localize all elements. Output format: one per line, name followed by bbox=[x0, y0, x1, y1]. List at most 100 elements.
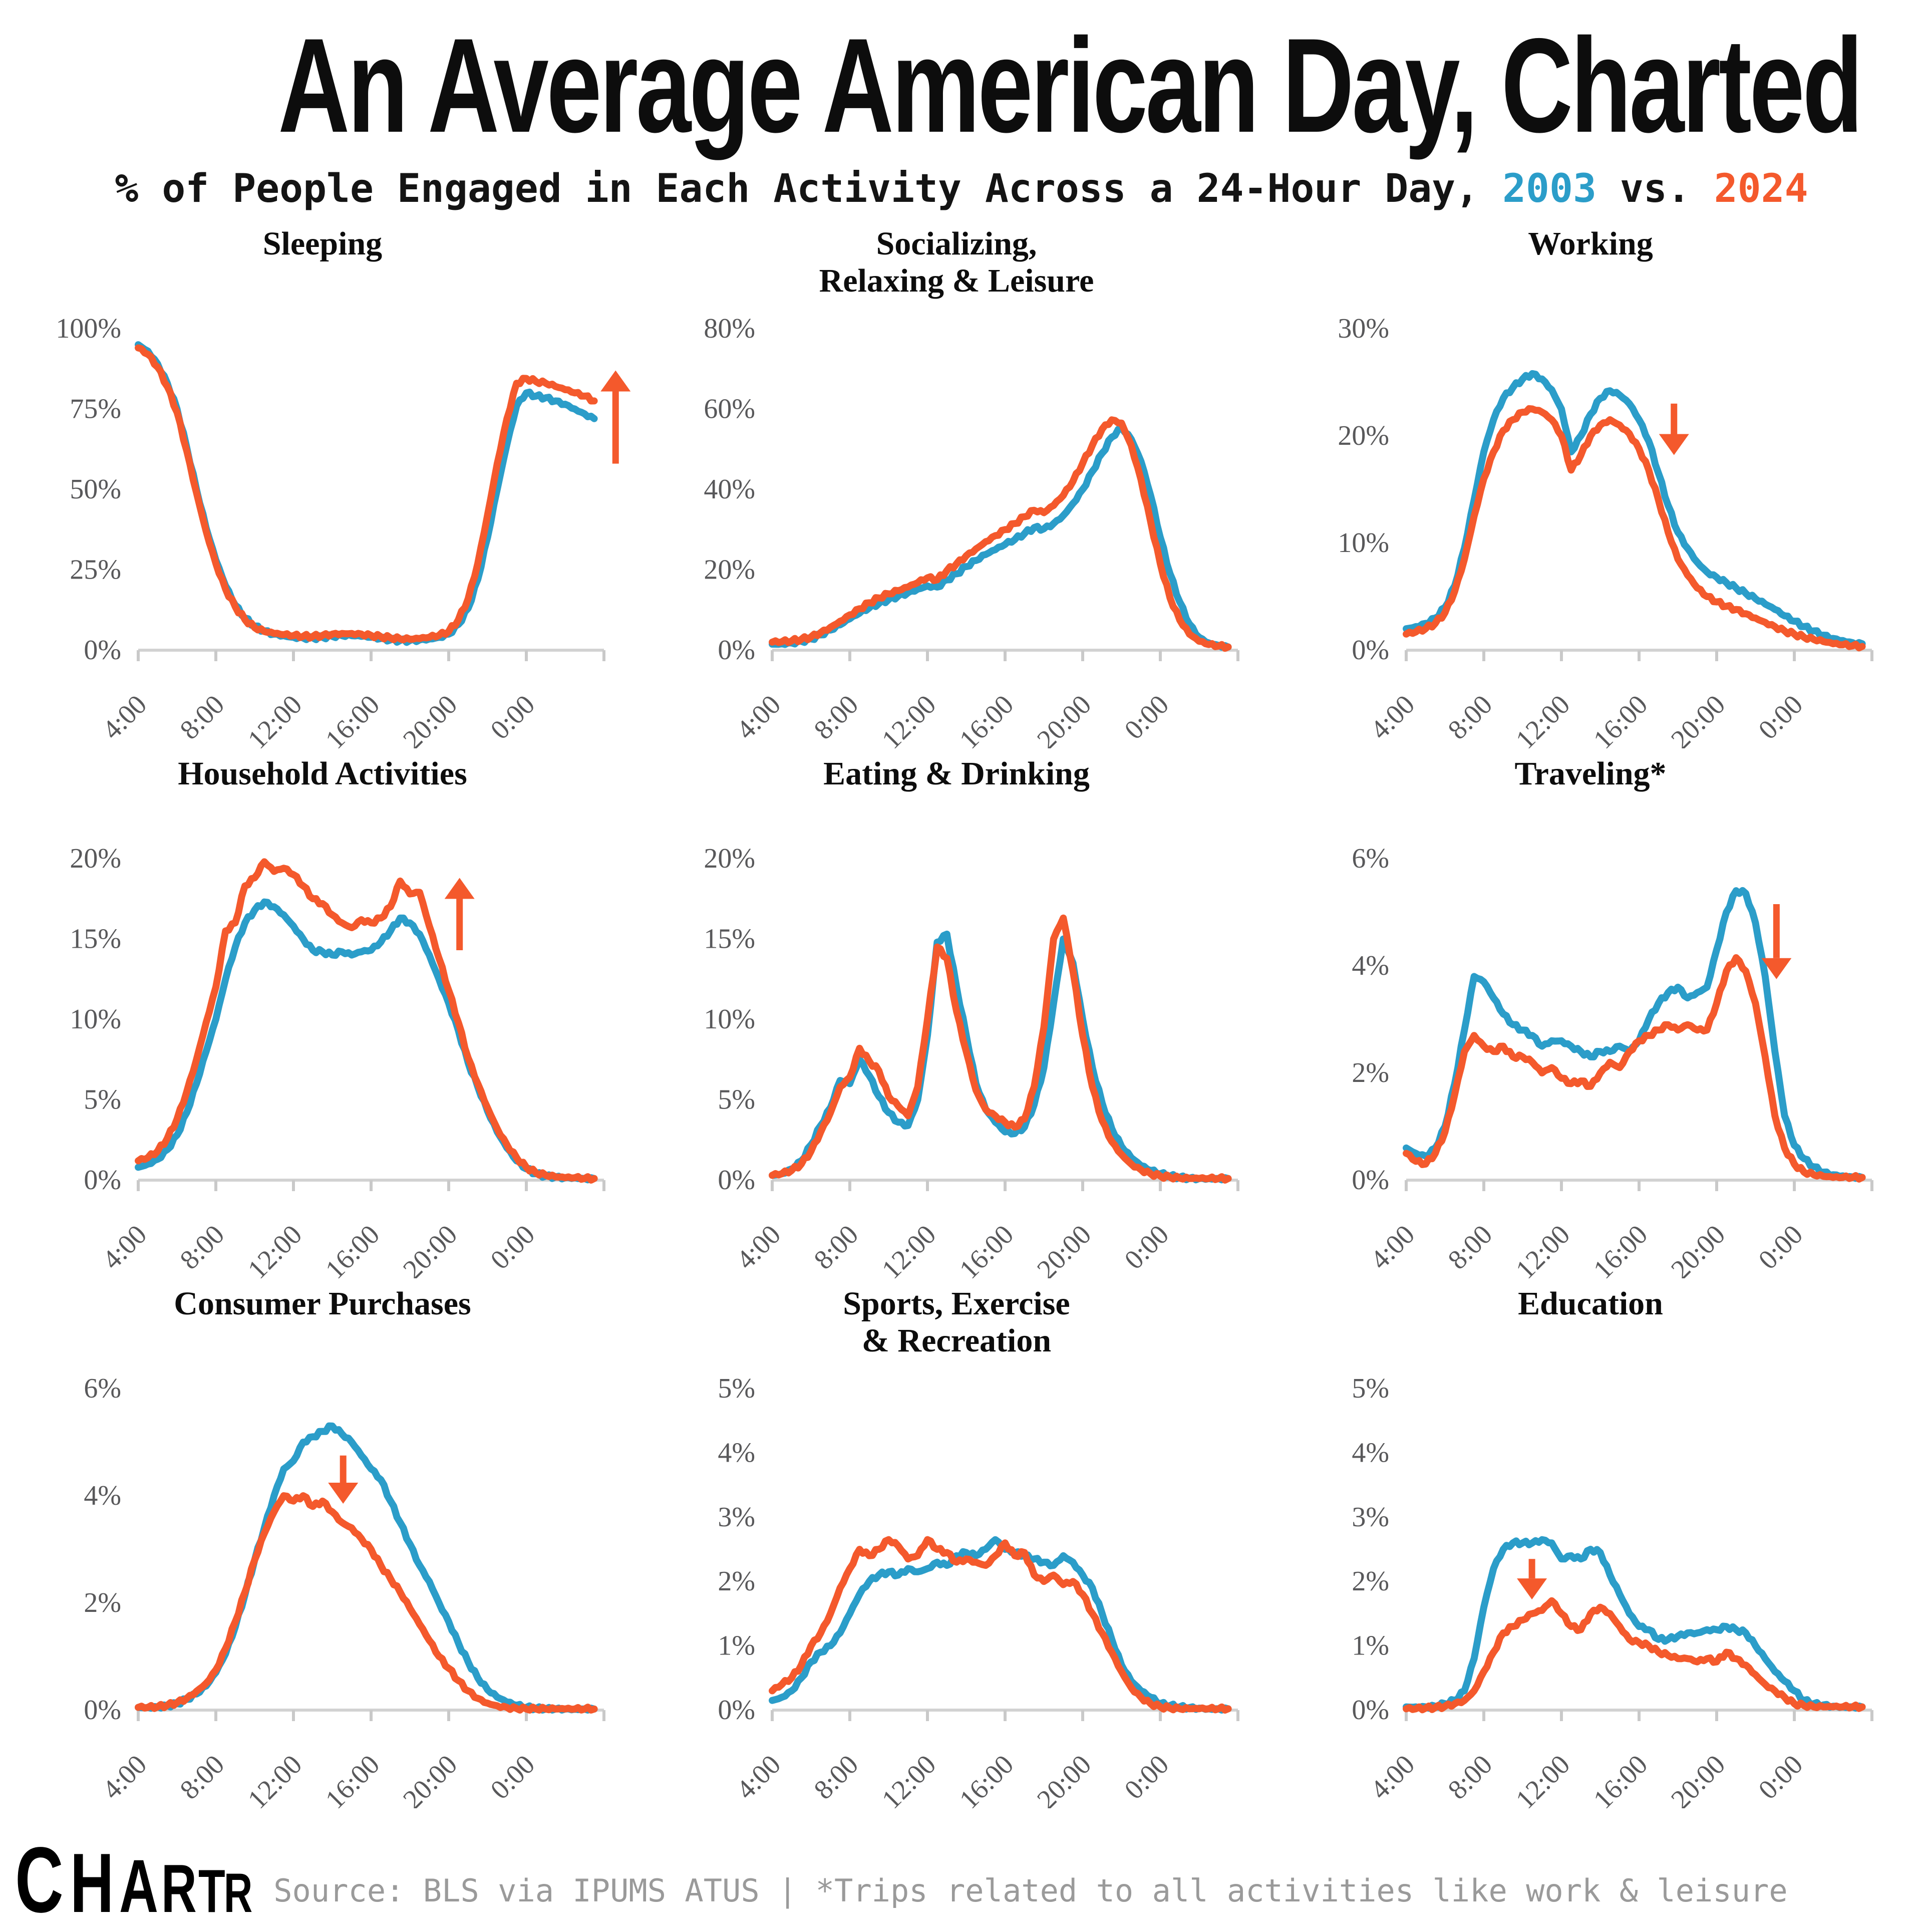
y-tick-label: 4% bbox=[1352, 1437, 1389, 1468]
logo-letter: R bbox=[161, 1850, 197, 1926]
page-title: An Average American Day, Charted bbox=[0, 18, 1923, 152]
x-tick-label: 8:00 bbox=[808, 689, 864, 745]
logo-letter: R bbox=[223, 1862, 252, 1924]
y-tick-label: 15% bbox=[70, 924, 121, 955]
x-tick-label: 8:00 bbox=[174, 689, 230, 745]
x-tick-label: 4:00 bbox=[96, 1219, 152, 1275]
x-tick-label: 8:00 bbox=[808, 1749, 864, 1805]
line-2003 bbox=[1403, 1536, 1866, 1712]
page-title-text: An Average American Day, Charted bbox=[278, 10, 1863, 160]
y-tick-label: 75% bbox=[70, 394, 121, 425]
line-chart-working: 4:00 8:00 12:00 16:00 20:00 0:00 0% 10% 20% 30% bbox=[1338, 313, 1873, 748]
logo-letter: H bbox=[70, 1835, 114, 1930]
source-note: Source: BLS via IPUMS ATUS | *Trips rela… bbox=[273, 1872, 1788, 1909]
x-tick-label: 8:00 bbox=[1442, 1749, 1498, 1805]
y-tick-label: 6% bbox=[84, 1373, 121, 1404]
line-2024 bbox=[769, 416, 1232, 652]
line-2003 bbox=[135, 898, 598, 1184]
arrow-down-icon bbox=[1517, 1578, 1547, 1600]
x-tick-label: 12:00 bbox=[242, 1749, 308, 1808]
line-2003 bbox=[135, 1422, 598, 1714]
x-tick-label: 4:00 bbox=[730, 689, 786, 745]
line-2003 bbox=[1403, 370, 1866, 648]
x-tick-label: 4:00 bbox=[96, 1749, 152, 1805]
page-subtitle: % of People Engaged in Each Activity Acr… bbox=[0, 166, 1923, 211]
x-tick-label: 0:00 bbox=[1752, 689, 1808, 745]
line-2024 bbox=[1403, 1597, 1866, 1714]
x-tick-label: 0:00 bbox=[1118, 1219, 1174, 1275]
y-tick-label: 5% bbox=[1352, 1373, 1389, 1404]
y-tick-label: 2% bbox=[84, 1587, 121, 1618]
line-chart-sports-exercise: 4:00 8:00 12:00 16:00 20:00 0:00 0% 1% 2% 3% 4% 5% bbox=[718, 1373, 1239, 1808]
x-tick-label: 12:00 bbox=[1510, 1219, 1576, 1278]
x-tick-label: 0:00 bbox=[484, 1219, 540, 1275]
x-tick-label: 0:00 bbox=[1752, 1749, 1808, 1805]
arrow-down-icon bbox=[1659, 434, 1689, 455]
chart-title: Education bbox=[1518, 1285, 1663, 1322]
y-tick-label: 0% bbox=[1352, 1695, 1389, 1726]
panel-consumer-purchases: Consumer Purchases 4:00 8:00 12:00 16:00 20:… bbox=[12, 1285, 633, 1808]
panel-sports-exercise: Sports, Exercise & Recreation 4:00 8:00 12… bbox=[646, 1285, 1267, 1808]
x-tick-label: 16:00 bbox=[1587, 1749, 1654, 1808]
x-tick-label: 20:00 bbox=[1031, 1749, 1097, 1808]
x-tick-label: 20:00 bbox=[397, 1219, 463, 1278]
chart-title: Eating & Drinking bbox=[823, 755, 1090, 792]
y-tick-label: 20% bbox=[704, 555, 755, 586]
y-tick-label: 0% bbox=[84, 1695, 121, 1726]
line-2024 bbox=[769, 914, 1232, 1184]
x-tick-label: 16:00 bbox=[319, 689, 386, 748]
line-2024 bbox=[1403, 954, 1866, 1183]
chart-title: Socializing, Relaxing & Leisure bbox=[819, 225, 1094, 299]
panel-eating-drinking: Eating & Drinking 4:00 8:00 12:00 16:00 20:0… bbox=[646, 755, 1267, 1278]
y-tick-label: 5% bbox=[718, 1084, 755, 1116]
x-tick-label: 0:00 bbox=[484, 1749, 540, 1805]
chart-title: Traveling* bbox=[1514, 755, 1667, 792]
y-tick-label: 2% bbox=[1352, 1057, 1389, 1088]
x-tick-label: 16:00 bbox=[1587, 1219, 1654, 1278]
arrow-up-icon bbox=[600, 370, 631, 392]
panel-socializing: Socializing, Relaxing & Leisure 4:00 8:00… bbox=[646, 225, 1267, 748]
line-2024 bbox=[135, 1492, 598, 1714]
chart-title: Sleeping bbox=[262, 225, 383, 262]
y-tick-label: 1% bbox=[1352, 1630, 1389, 1662]
logo-letter: A bbox=[119, 1843, 158, 1928]
x-tick-label: 12:00 bbox=[876, 1749, 942, 1808]
arrow-up-icon bbox=[444, 878, 475, 899]
chart-title: Household Activities bbox=[178, 755, 467, 792]
line-chart-education: 4:00 8:00 12:00 16:00 20:00 0:00 0% 1% 2% 3% 4% 5% bbox=[1352, 1373, 1873, 1808]
x-tick-label: 8:00 bbox=[174, 1219, 230, 1275]
y-tick-label: 2% bbox=[718, 1566, 755, 1597]
line-2003 bbox=[135, 341, 598, 646]
y-tick-label: 4% bbox=[718, 1437, 755, 1468]
chart-grid: Sleeping 4:00 8:00 12:00 16:00 20:00 0:00 0% 25… bbox=[0, 211, 1923, 1808]
y-tick-label: 5% bbox=[718, 1373, 755, 1404]
panel-traveling: Traveling* 4:00 8:00 12:00 16:00 20:00 0:00 0%… bbox=[1280, 755, 1901, 1278]
y-tick-label: 3% bbox=[1352, 1502, 1389, 1533]
x-tick-label: 16:00 bbox=[1587, 689, 1654, 748]
logo-letter: T bbox=[198, 1856, 225, 1925]
x-tick-label: 0:00 bbox=[1118, 1749, 1174, 1805]
y-tick-label: 5% bbox=[84, 1084, 121, 1116]
y-tick-label: 4% bbox=[1352, 950, 1389, 981]
line-2024 bbox=[769, 1536, 1232, 1714]
line-chart-consumer-purchases: 4:00 8:00 12:00 16:00 20:00 0:00 0% 2% 4% 6% bbox=[84, 1373, 605, 1808]
chart-title: Working bbox=[1528, 225, 1653, 262]
panel-working: Working 4:00 8:00 12:00 16:00 20:00 0:00 0% 10%… bbox=[1280, 225, 1901, 748]
line-chart-sleeping: 4:00 8:00 12:00 16:00 20:00 0:00 0% 25% 50% 75% 10… bbox=[56, 313, 631, 748]
x-tick-label: 0:00 bbox=[1118, 689, 1174, 745]
line-2024 bbox=[1403, 405, 1866, 652]
line-chart-eating-drinking: 4:00 8:00 12:00 16:00 20:00 0:00 0% 5% 10% 15% 20% bbox=[704, 843, 1239, 1278]
y-tick-label: 100% bbox=[56, 313, 121, 344]
x-tick-label: 16:00 bbox=[319, 1749, 386, 1808]
y-tick-label: 0% bbox=[718, 635, 755, 666]
x-tick-label: 4:00 bbox=[730, 1219, 786, 1275]
x-tick-label: 8:00 bbox=[808, 1219, 864, 1275]
x-tick-label: 20:00 bbox=[1031, 1219, 1097, 1278]
chart-title: Sports, Exercise & Recreation bbox=[843, 1285, 1070, 1359]
y-tick-label: 4% bbox=[84, 1480, 121, 1511]
x-tick-label: 20:00 bbox=[1665, 1749, 1731, 1808]
subtitle-year-2024: 2024 bbox=[1714, 166, 1808, 211]
y-tick-label: 3% bbox=[718, 1502, 755, 1533]
x-tick-label: 0:00 bbox=[1752, 1219, 1808, 1275]
panel-household-activities: Household Activities 4:00 8:00 12:00 16:00 2… bbox=[12, 755, 633, 1278]
